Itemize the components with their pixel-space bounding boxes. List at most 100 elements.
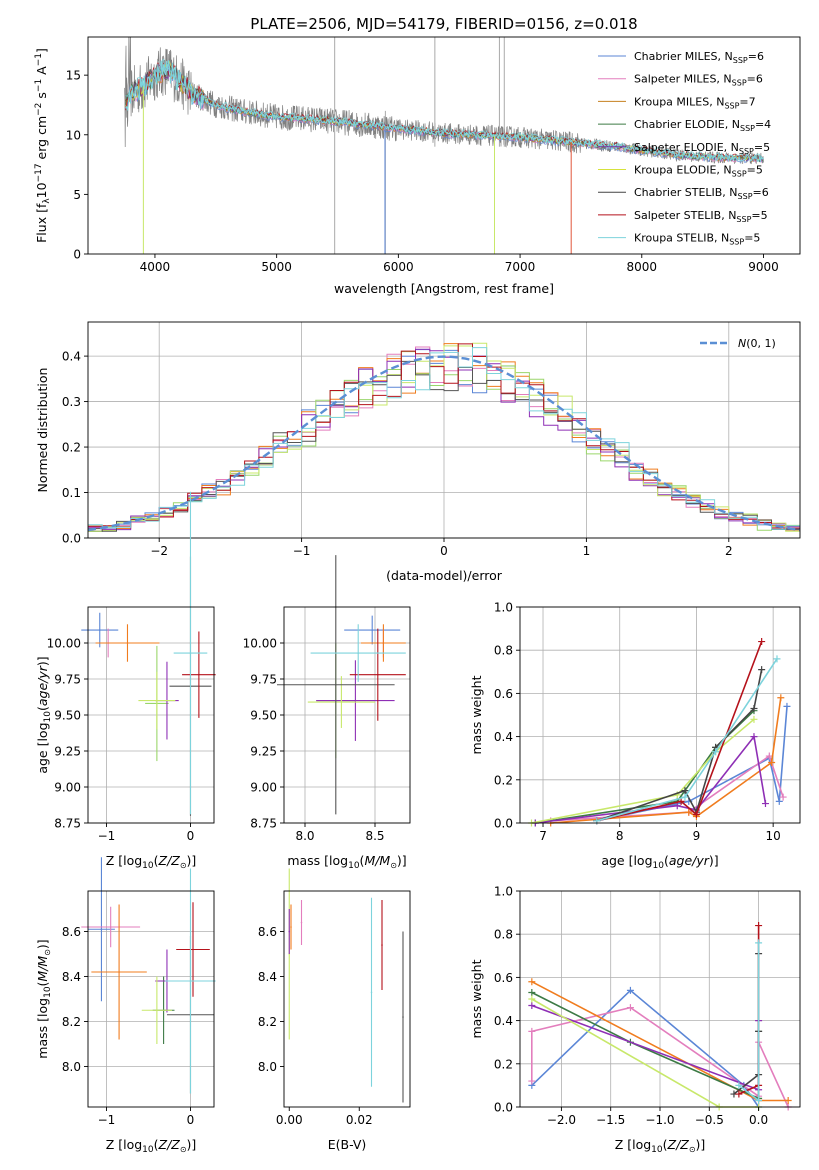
model-spectrum bbox=[125, 58, 763, 159]
weight-marker bbox=[673, 802, 681, 810]
model-spectrum-top bbox=[125, 60, 764, 163]
weight-marker bbox=[768, 759, 776, 767]
x-tick-label: −1 bbox=[98, 829, 116, 843]
y-tick-label: 9.50 bbox=[54, 709, 81, 723]
weight-marker bbox=[528, 989, 536, 997]
weight-line bbox=[530, 1006, 789, 1108]
weight-marker bbox=[761, 800, 769, 808]
x-tick-label: 7 bbox=[539, 829, 547, 843]
y-tick-label: 8.0 bbox=[258, 1060, 277, 1074]
y-tick-label: 0.4 bbox=[494, 1014, 513, 1028]
y-axis-label: Flux [fλ10−17 erg cm−2 s−1 A−1] bbox=[34, 48, 52, 243]
x-tick-label: 8.0 bbox=[295, 829, 314, 843]
x-axis-label: wavelength [Angstrom, rest frame] bbox=[334, 281, 554, 296]
x-tick-label: 0.02 bbox=[346, 1113, 373, 1127]
x-tick-label: 4000 bbox=[140, 260, 171, 274]
x-tick-label: 9 bbox=[693, 829, 701, 843]
data-point bbox=[381, 944, 383, 946]
y-axis-label: Normed distribution bbox=[35, 368, 50, 493]
weight-line bbox=[733, 953, 760, 1095]
x-axis-label: Z [log10(Z/Z⊙)] bbox=[615, 1137, 706, 1155]
data-point bbox=[340, 701, 343, 703]
legend-entry: Salpeter STELIB, NSSP=5 bbox=[634, 209, 768, 224]
data-point bbox=[126, 642, 129, 644]
x-tick-label: −1 bbox=[98, 1113, 116, 1127]
weight-line bbox=[738, 925, 760, 1095]
y-tick-label: 0.3 bbox=[62, 395, 81, 409]
spectrum-panel: 4000 5000 6000 7000 8000 9000 0 5 10 15 PLATE=2506… bbox=[34, 15, 801, 296]
x-tick-label: −0.5 bbox=[695, 1113, 724, 1127]
y-tick-label: 0.2 bbox=[62, 441, 81, 455]
y-tick-label: 9.25 bbox=[54, 745, 81, 759]
weight-vs-age-panel: 7 8 9 10 0.0 0.2 0.4 0.6 0.8 1.0 mass weight age [l… bbox=[469, 601, 801, 871]
data-point bbox=[156, 699, 158, 702]
y-tick-label: 0.8 bbox=[494, 644, 513, 658]
weight-marker bbox=[712, 748, 720, 756]
weight-marker bbox=[685, 808, 693, 816]
x-tick-label: −1.5 bbox=[596, 1113, 625, 1127]
x-axis-label: E(B-V) bbox=[328, 1137, 367, 1152]
weight-marker bbox=[528, 1077, 536, 1085]
legend-entry: Chabrier ELODIE, NSSP=4 bbox=[634, 118, 771, 133]
x-tick-label: 0 bbox=[187, 1113, 195, 1127]
x-tick-label: 5000 bbox=[261, 260, 292, 274]
x-tick-label: −1.0 bbox=[645, 1113, 674, 1127]
weight-marker bbox=[626, 986, 634, 994]
y-tick-label: 0.0 bbox=[494, 817, 513, 831]
y-tick-label: 10.00 bbox=[243, 637, 277, 651]
model-spectrum bbox=[125, 62, 763, 160]
weight-line bbox=[550, 754, 784, 822]
y-tick-label: 0.0 bbox=[62, 532, 81, 546]
x-axis-label: mass [log10(M/M⊙)] bbox=[287, 853, 406, 871]
legend-entry: Kroupa STELIB, NSSP=5 bbox=[634, 232, 760, 247]
y-tick-label: 0.4 bbox=[494, 730, 513, 744]
y-tick-label: 8.2 bbox=[258, 1015, 277, 1029]
data-point bbox=[189, 980, 192, 982]
weight-marker bbox=[528, 995, 536, 1003]
weight-marker bbox=[755, 922, 763, 930]
weight-marker bbox=[777, 694, 785, 702]
x-tick-label: −2.0 bbox=[547, 1113, 576, 1127]
y-tick-label: 0.6 bbox=[494, 687, 513, 701]
y-tick-label: 0.1 bbox=[62, 486, 81, 500]
x-tick-label: 6000 bbox=[383, 260, 414, 274]
data-point bbox=[354, 699, 357, 702]
y-tick-label: 9.00 bbox=[250, 781, 277, 795]
x-tick-label: 8.5 bbox=[365, 829, 384, 843]
x-tick-label: 7000 bbox=[505, 260, 536, 274]
y-tick-label: 8.2 bbox=[62, 1015, 81, 1029]
weight-marker bbox=[765, 752, 773, 760]
weight-marker bbox=[677, 797, 685, 805]
y-axis-label: mass [log10(M/M⊙)] bbox=[35, 939, 53, 1058]
data-point bbox=[109, 926, 112, 928]
data-point bbox=[192, 948, 194, 951]
y-tick-label: 10.00 bbox=[47, 637, 81, 651]
weight-marker bbox=[681, 793, 689, 801]
weight-line bbox=[596, 669, 763, 822]
data-point bbox=[118, 971, 120, 973]
weight-line bbox=[535, 710, 755, 824]
normal-curve bbox=[88, 355, 800, 532]
weight-marker bbox=[692, 810, 700, 818]
weight-marker bbox=[775, 797, 783, 805]
y-tick-label: 1.0 bbox=[494, 601, 513, 615]
weight-line bbox=[531, 718, 755, 824]
weight-marker bbox=[626, 1004, 634, 1012]
x-tick-label: 8 bbox=[616, 829, 624, 843]
x-tick-label: 9000 bbox=[748, 260, 779, 274]
y-axis-label: mass weight bbox=[469, 675, 484, 754]
y-tick-label: 0.0 bbox=[494, 1101, 513, 1115]
data-point bbox=[189, 652, 192, 654]
y-tick-label: 8.0 bbox=[62, 1060, 81, 1074]
x-axis-label: Z [log10(Z/Z⊙)] bbox=[106, 1137, 197, 1155]
legend-entry: Chabrier STELIB, NSSP=6 bbox=[634, 186, 769, 201]
legend-entry: N(0, 1) bbox=[738, 337, 776, 350]
x-tick-label: 10 bbox=[766, 829, 781, 843]
spectrum-plot-area bbox=[124, 37, 764, 254]
weight-marker bbox=[755, 1097, 763, 1105]
weight-marker bbox=[750, 733, 758, 741]
y-tick-label: 0 bbox=[73, 248, 81, 262]
weight-marker bbox=[755, 939, 763, 947]
y-tick-label: 8.4 bbox=[62, 970, 81, 984]
